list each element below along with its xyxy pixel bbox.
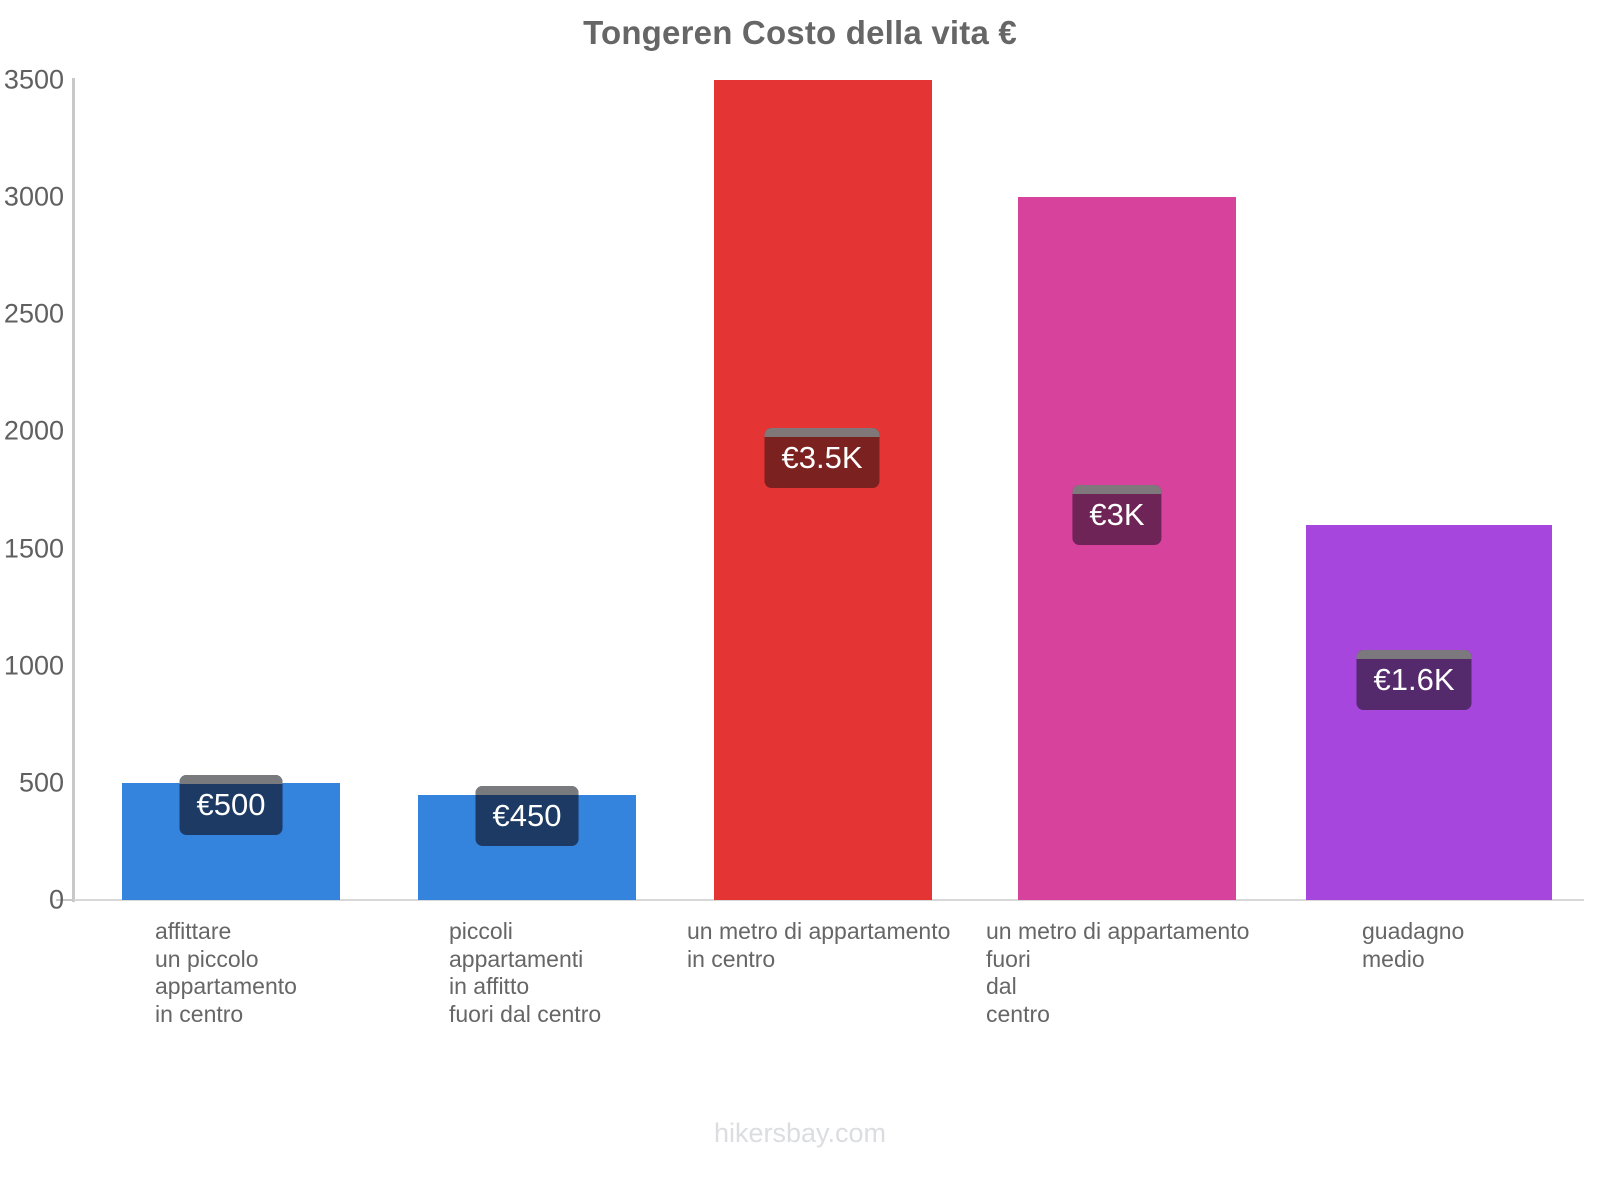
y-axis-tick-label: 3500 (3, 64, 64, 95)
x-axis-category-label: un metro di appartamento in centro (687, 918, 951, 972)
y-axis-tick-label: 0 (48, 884, 64, 915)
x-axis-line (72, 899, 1584, 901)
bar-value-label: €3K (1072, 485, 1162, 545)
value-label-top-strip (1072, 485, 1162, 494)
value-label-top-strip (1356, 650, 1472, 659)
bar-value-label: €3.5K (764, 428, 880, 488)
y-axis-tick-label: 2500 (3, 298, 64, 329)
bar-value-label: €500 (179, 775, 283, 835)
y-axis-line (72, 78, 75, 902)
value-label-top-strip (179, 775, 283, 784)
y-axis-tick-label: 1500 (3, 533, 64, 564)
value-label-text: €450 (492, 798, 562, 833)
y-axis-tick-label: 500 (18, 767, 64, 798)
bar[interactable] (1306, 525, 1552, 900)
footer-credit: hikersbay.com (713, 1118, 887, 1148)
value-label-text: €3K (1089, 497, 1145, 532)
x-axis-category-label: piccoli appartamenti in affitto fuori da… (449, 918, 602, 1027)
value-label-text: €1.6K (1373, 662, 1455, 697)
y-axis-zero-tick (56, 899, 74, 901)
x-axis-category-label: affittare un piccolo appartamento in cen… (155, 918, 297, 1027)
bar[interactable] (1018, 197, 1236, 900)
x-axis-category-label: un metro di appartamento fuori dal centr… (986, 918, 1250, 1027)
x-axis-category-label: guadagno medio (1362, 918, 1465, 972)
bar[interactable] (714, 80, 932, 900)
value-label-top-strip (764, 428, 880, 437)
plot-area: 0 500 1000 1500 2000 2500 3000 3500 €500 €450 €3.… (3, 64, 1584, 1027)
bar-value-label: €1.6K (1356, 650, 1472, 710)
bar-value-label: €450 (475, 786, 579, 846)
value-label-text: €3.5K (781, 440, 863, 475)
y-axis-tick-label: 3000 (3, 181, 64, 212)
y-axis-tick-label: 2000 (3, 415, 64, 446)
y-axis-tick-label: 1000 (3, 650, 64, 681)
value-label-text: €500 (196, 787, 266, 822)
chart-title: Tongeren Costo della vita € (583, 14, 1017, 51)
value-label-top-strip (475, 786, 579, 795)
